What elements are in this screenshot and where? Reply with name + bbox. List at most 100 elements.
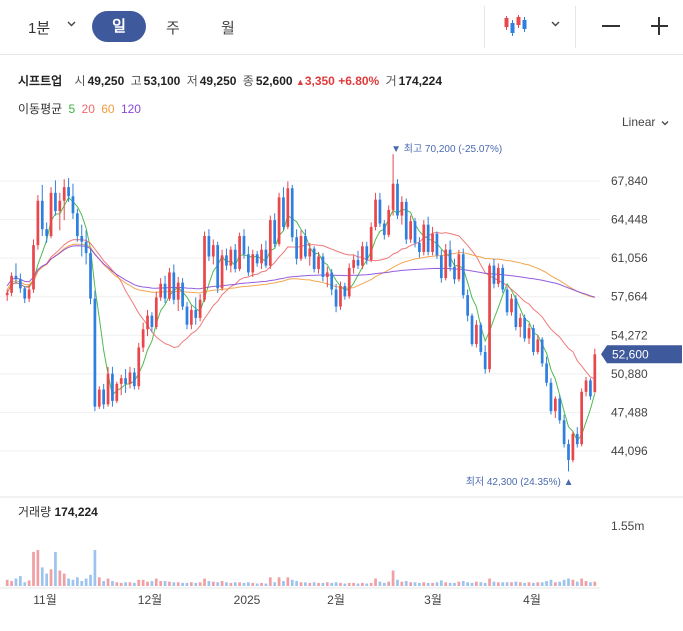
high-label: 고 [130,74,142,88]
candle-body [84,241,88,254]
scale-mode-selector[interactable]: Linear [622,115,656,129]
candle-body [255,254,259,264]
price-chart[interactable]: 67,840 64,448 61,056 57,664 54,272 50,880 47,4… [0,140,683,631]
volume-bar [435,582,439,586]
volume-bar [49,569,53,586]
volume-bar [584,581,588,586]
volume-bar [505,582,509,586]
candle-body [339,286,342,307]
volume-bar [115,582,119,586]
volume-bar [255,583,259,586]
close-label: 종 [242,74,254,88]
candle-body [115,383,119,401]
candle-body [510,298,513,313]
volume-bar [273,582,277,586]
candle-body [312,248,316,270]
candle-body [282,197,285,227]
tab-month[interactable]: 월 [221,20,235,37]
candle-body [444,249,448,279]
stock-name: 시프트업 [18,74,63,88]
volume-bar [277,577,281,586]
candle-body [80,236,84,242]
volume-bar [431,582,434,586]
candle-body [75,213,79,237]
volume-bar [286,577,290,586]
volume-bar [220,581,224,586]
candle-body [211,245,215,257]
candle-body [23,288,27,299]
candle-body [483,352,487,370]
low-annotation: 최저 42,300 (24.35%) ▲ [466,476,574,488]
volume-bar [356,583,360,586]
volume-bar [168,581,171,586]
volume-bar [260,582,263,586]
candle-body [111,373,114,401]
volume-bar [479,582,483,586]
candle-body [216,245,220,289]
tab-week[interactable]: 주 [166,20,180,37]
volume-bar [10,581,13,586]
volume-bar [216,582,220,586]
candlestick-chart-icon[interactable] [503,14,529,38]
candle-body [203,236,206,300]
interval-selector[interactable]: 1분 [28,20,51,37]
open-label: 시 [74,74,86,88]
volume-bar [347,582,351,586]
volume-bar [299,582,303,586]
tab-day[interactable]: 일 [92,11,146,42]
volume-bar [562,579,566,586]
candle-body [286,188,290,227]
candle-body [488,265,491,370]
volume-bar [439,580,443,586]
candle-body [553,398,557,412]
volume-bar [378,581,382,586]
candle-body [154,297,158,328]
x-tick-label: 12월 [138,593,162,607]
high-annotation: ▼ 최고 70,200 (-25.07%) [391,143,502,155]
x-tick-label: 4월 [523,593,541,607]
candle-body [264,249,268,266]
ma-120-line [6,245,595,298]
volume-bar [211,581,215,586]
volume-bar [229,582,233,586]
candle-body [461,254,465,296]
candle-body [387,209,391,235]
volume-bar [549,579,553,586]
chevron-down-icon[interactable] [660,118,670,128]
candle-body [409,221,412,240]
candle-body [137,347,141,387]
volume-bar [45,573,49,586]
candle-body [247,254,250,273]
chevron-down-icon[interactable] [66,18,77,29]
candle-body [514,298,518,328]
candle-body [207,236,211,257]
volume-bar [374,578,377,586]
candle-body [277,197,281,244]
volume-bar [352,582,355,586]
candle-body [295,237,298,259]
candle-body [172,272,176,300]
candle-body [356,259,360,266]
candle-body [378,199,382,224]
chevron-down-icon[interactable] [550,18,561,29]
candle-body [593,354,597,393]
volume-bar [413,582,417,586]
candle-body [260,249,263,264]
candle-body [571,433,575,461]
volume-bar [461,581,465,586]
candle-body [159,283,163,298]
candle-body [198,299,202,318]
candle-body [496,267,500,284]
candle-body [518,317,522,328]
volume-bar [470,582,474,586]
candle-body [233,249,237,270]
volume-bar [27,580,31,586]
candle-body [523,317,527,339]
zoom-out-button[interactable] [602,25,620,27]
volume-bar [128,582,132,586]
candle-body [168,272,171,299]
volume-bar [93,550,97,586]
candle-body [321,256,325,277]
candle-body [14,275,18,280]
candle-body [418,242,421,252]
